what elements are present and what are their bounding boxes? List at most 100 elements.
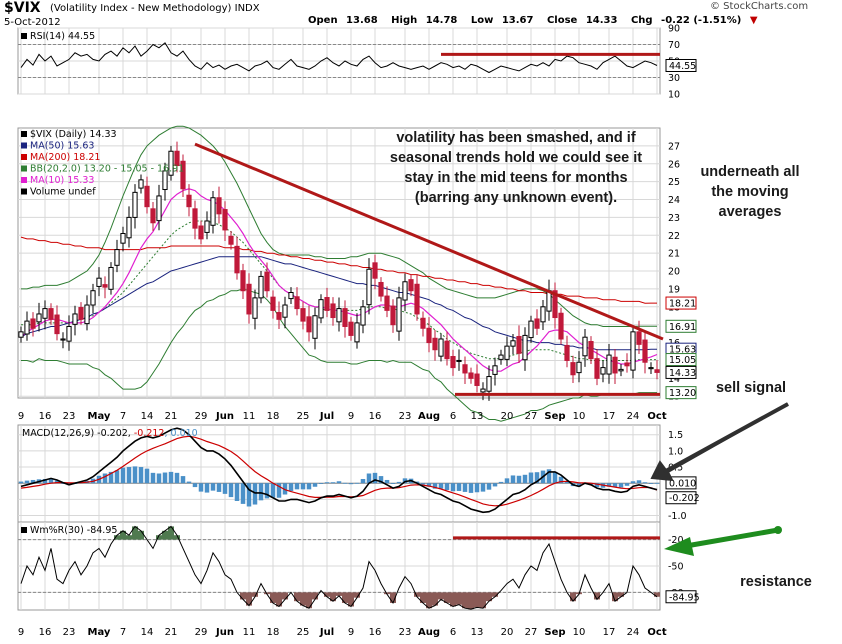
willr-oversold-fill bbox=[240, 592, 246, 600]
resistance-arrow-dot bbox=[774, 526, 782, 534]
macd-histogram-bar bbox=[156, 473, 162, 484]
willr-oversold-fill bbox=[312, 592, 318, 600]
macd-histogram-bar bbox=[504, 478, 510, 484]
price-candle bbox=[150, 208, 156, 224]
willr-oversold-fill bbox=[492, 592, 498, 597]
macd-histogram-bar bbox=[456, 483, 462, 491]
macd-histogram-bar bbox=[138, 467, 144, 484]
value-tag-box bbox=[665, 476, 697, 490]
macd-histogram-bar bbox=[534, 472, 540, 484]
price-candle bbox=[54, 314, 60, 335]
price-candle bbox=[588, 340, 594, 360]
macd-histogram-bar bbox=[552, 471, 558, 484]
macd-histogram-bar bbox=[126, 467, 132, 484]
value-tag-text: 15.05 bbox=[669, 355, 696, 366]
x-axis-tick-label: 13 bbox=[471, 627, 484, 638]
price-candle bbox=[336, 308, 342, 323]
price-candle bbox=[534, 318, 540, 329]
price-candle bbox=[498, 354, 504, 360]
macd-histogram-bar bbox=[606, 483, 612, 487]
x-axis-tick-label: 7 bbox=[120, 411, 126, 422]
price-candle bbox=[408, 279, 414, 292]
price-candle bbox=[102, 284, 108, 288]
price-candle bbox=[636, 331, 642, 345]
macd-histogram-bar bbox=[618, 483, 624, 488]
price-candle bbox=[216, 197, 222, 215]
legend-swatch bbox=[21, 177, 27, 183]
macd-histogram-bar bbox=[522, 474, 528, 484]
x-axis-tick-label: May bbox=[88, 411, 111, 422]
x-axis-tick-label: 16 bbox=[39, 411, 52, 422]
x-axis-tick-label: Jul bbox=[319, 411, 334, 422]
price-legend-entry: Volume undef bbox=[30, 187, 96, 198]
x-axis-tick-label: 24 bbox=[627, 627, 640, 638]
value-tag-text: -84.95 bbox=[669, 592, 700, 603]
willr-legend-entry: Wm%R(30) -84.95 bbox=[30, 525, 117, 536]
x-axis-tick-label: 11 bbox=[243, 627, 256, 638]
macd-histogram-bar bbox=[60, 483, 66, 484]
x-axis-tick-label: 17 bbox=[603, 411, 616, 422]
price-candle bbox=[36, 313, 42, 323]
price-candle bbox=[186, 194, 192, 208]
price-candle bbox=[378, 281, 384, 297]
price-candle bbox=[570, 362, 576, 376]
rsi-y-tick-label: 30 bbox=[668, 73, 680, 84]
x-axis-tick-label: 10 bbox=[573, 627, 586, 638]
x-axis-tick-label: 7 bbox=[120, 627, 126, 638]
price-candle bbox=[396, 297, 402, 332]
price-candle bbox=[288, 292, 294, 300]
price-candle bbox=[132, 191, 138, 218]
x-axis-tick-label: 6 bbox=[450, 627, 456, 638]
macd-histogram-bar bbox=[168, 471, 174, 484]
price-candle bbox=[168, 150, 174, 176]
willr-overbought-fill bbox=[156, 535, 162, 540]
macd-histogram-bar bbox=[378, 476, 384, 484]
price-y-tick-label: 22 bbox=[668, 231, 680, 242]
willr-oversold-fill bbox=[654, 592, 660, 597]
willr-oversold-fill bbox=[342, 592, 348, 603]
willr-overbought-fill bbox=[162, 530, 168, 540]
symbol-description: (Volatility Index - New Methodology) IND… bbox=[50, 3, 260, 14]
legend-swatch bbox=[21, 165, 27, 172]
macd-histogram-bar bbox=[348, 483, 354, 485]
price-candle bbox=[390, 305, 396, 326]
legend-swatch bbox=[21, 188, 27, 195]
macd-histogram-bar bbox=[276, 483, 282, 498]
macd-histogram-bar bbox=[102, 473, 108, 484]
price-candle bbox=[78, 307, 84, 320]
x-axis-tick-label: 23 bbox=[63, 627, 76, 638]
macd-legend-part: MACD(12,26,9) -0.202, bbox=[22, 428, 134, 439]
willr-oversold-fill bbox=[420, 592, 426, 603]
price-legend-entry: MA(10) 15.33 bbox=[30, 175, 94, 186]
willr-oversold-fill bbox=[468, 592, 474, 610]
exchange-label: INDX bbox=[234, 3, 260, 14]
price-candle bbox=[90, 290, 96, 306]
x-axis-tick-label: 14 bbox=[141, 627, 154, 638]
price-candle bbox=[516, 335, 522, 354]
macd-histogram-bar bbox=[312, 483, 318, 487]
x-axis-tick-label: Jun bbox=[215, 627, 234, 638]
chart-date: 5-Oct-2012 bbox=[4, 17, 61, 28]
price-candle bbox=[276, 312, 282, 320]
price-y-tick-label: 24 bbox=[668, 195, 680, 206]
x-axis-tick-label: Aug bbox=[418, 627, 440, 638]
willr-oversold-fill bbox=[438, 592, 444, 600]
macd-histogram-bar bbox=[612, 483, 618, 488]
macd-y-tick-label: 1.0 bbox=[668, 446, 683, 457]
macd-histogram-bar bbox=[426, 483, 432, 487]
macd-histogram-bar bbox=[396, 481, 402, 484]
macd-histogram-bar bbox=[252, 483, 258, 505]
macd-histogram-bar bbox=[576, 483, 582, 487]
macd-histogram-bar bbox=[636, 480, 642, 484]
price-candle bbox=[642, 339, 648, 363]
value-tag-text: 15.63 bbox=[669, 345, 696, 356]
macd-histogram-bar bbox=[648, 483, 654, 484]
macd-histogram-bar bbox=[192, 483, 198, 488]
price-candle bbox=[450, 356, 456, 369]
resistance-label: resistance bbox=[740, 574, 812, 590]
macd-histogram-bar bbox=[42, 478, 48, 484]
macd-histogram-bar bbox=[564, 481, 570, 484]
x-axis-tick-label: Sep bbox=[544, 627, 565, 638]
willr-overbought-fill bbox=[174, 535, 180, 540]
x-axis-tick-label: 23 bbox=[63, 411, 76, 422]
